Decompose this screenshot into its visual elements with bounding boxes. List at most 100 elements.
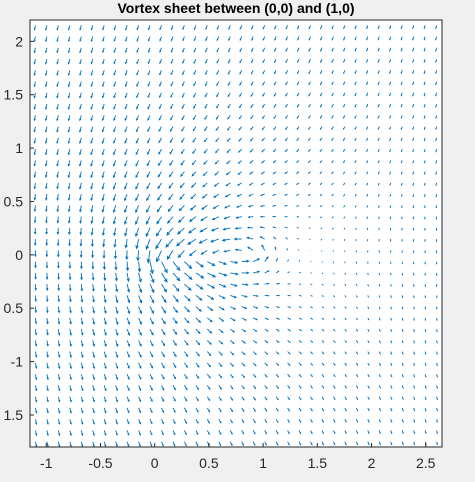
velocity-arrow	[423, 160, 426, 164]
velocity-arrow	[319, 115, 323, 119]
velocity-arrow	[284, 182, 288, 185]
velocity-arrow	[331, 70, 334, 75]
velocity-arrow	[147, 36, 151, 42]
velocity-arrow	[34, 295, 38, 303]
velocity-arrow	[377, 126, 380, 131]
velocity-arrow	[284, 193, 288, 196]
velocity-arrow	[210, 227, 219, 232]
velocity-arrow	[275, 441, 279, 446]
velocity-arrow	[401, 272, 404, 276]
velocity-arrow	[229, 351, 235, 356]
velocity-arrow	[246, 226, 254, 229]
velocity-arrow	[90, 137, 94, 144]
velocity-arrow	[262, 103, 266, 109]
velocity-arrow	[181, 115, 185, 121]
velocity-arrow	[378, 239, 380, 242]
velocity-arrow	[241, 373, 246, 379]
velocity-arrow	[241, 418, 245, 424]
velocity-arrow	[33, 182, 37, 190]
y-tick-label: 1.5	[4, 87, 24, 103]
chart-title: Vortex sheet between (0,0) and (1,0)	[117, 0, 354, 16]
velocity-arrow	[413, 351, 415, 355]
velocity-arrow	[90, 115, 94, 122]
velocity-arrow	[275, 270, 280, 274]
velocity-arrow	[333, 340, 336, 344]
velocity-arrow	[215, 137, 220, 143]
velocity-arrow	[298, 385, 302, 389]
velocity-arrow	[115, 351, 119, 359]
velocity-arrow	[298, 259, 300, 262]
velocity-arrow	[377, 81, 380, 86]
velocity-arrow	[135, 137, 140, 144]
velocity-arrow	[80, 407, 84, 414]
velocity-arrow	[46, 385, 49, 392]
velocity-arrow	[413, 306, 415, 310]
velocity-arrow	[46, 306, 49, 314]
velocity-arrow	[195, 373, 200, 380]
velocity-arrow	[203, 137, 208, 143]
velocity-arrow	[252, 407, 256, 412]
velocity-arrow	[90, 36, 94, 42]
velocity-arrow	[343, 205, 346, 208]
velocity-arrow	[308, 148, 311, 153]
velocity-arrow	[181, 126, 185, 132]
velocity-arrow	[80, 317, 84, 325]
velocity-arrow	[250, 103, 254, 109]
velocity-arrow	[177, 227, 185, 235]
velocity-arrow	[389, 115, 392, 119]
velocity-arrow	[390, 250, 392, 254]
velocity-arrow	[378, 272, 381, 276]
velocity-arrow	[378, 250, 380, 254]
velocity-arrow	[252, 430, 256, 435]
velocity-arrow	[424, 396, 427, 401]
velocity-arrow	[377, 92, 380, 97]
velocity-arrow	[331, 36, 334, 41]
velocity-arrow	[34, 272, 37, 280]
velocity-arrow	[57, 362, 61, 370]
velocity-arrow	[136, 47, 140, 54]
velocity-arrow	[390, 385, 393, 389]
velocity-arrow	[124, 81, 128, 88]
velocity-arrow	[273, 81, 277, 86]
velocity-arrow	[124, 58, 128, 65]
velocity-arrow	[423, 171, 426, 175]
velocity-arrow	[125, 36, 128, 42]
velocity-arrow	[400, 182, 403, 186]
velocity-arrow	[34, 396, 38, 403]
velocity-arrow	[241, 396, 245, 401]
velocity-arrow	[413, 340, 415, 344]
velocity-arrow	[285, 36, 289, 41]
velocity-arrow	[218, 351, 223, 356]
velocity-arrow	[367, 295, 369, 298]
velocity-arrow	[228, 47, 231, 53]
velocity-arrow	[235, 216, 242, 219]
velocity-arrow	[274, 246, 277, 251]
velocity-arrow	[56, 126, 59, 133]
velocity-arrow	[389, 160, 392, 164]
velocity-arrow	[124, 148, 128, 156]
velocity-arrow	[274, 25, 277, 30]
velocity-arrow	[56, 239, 60, 247]
velocity-arrow	[264, 317, 270, 320]
velocity-arrow	[296, 148, 300, 153]
velocity-arrow	[149, 317, 154, 325]
velocity-arrow	[343, 47, 346, 52]
velocity-arrow	[33, 205, 37, 213]
velocity-arrow	[308, 47, 311, 53]
velocity-arrow	[159, 92, 162, 99]
velocity-arrow	[149, 441, 153, 447]
velocity-arrow	[412, 25, 415, 30]
velocity-arrow	[147, 70, 151, 76]
velocity-arrow	[331, 216, 334, 219]
velocity-arrow	[79, 160, 82, 167]
velocity-arrow	[178, 205, 185, 212]
velocity-arrow	[424, 419, 427, 423]
x-tick-label: -0.5	[88, 455, 112, 471]
velocity-arrow	[287, 430, 290, 435]
velocity-arrow	[333, 328, 336, 332]
velocity-arrow	[284, 148, 288, 153]
velocity-arrow	[195, 317, 202, 324]
velocity-arrow	[206, 373, 211, 379]
velocity-arrow	[331, 182, 334, 186]
velocity-arrow	[146, 193, 151, 202]
